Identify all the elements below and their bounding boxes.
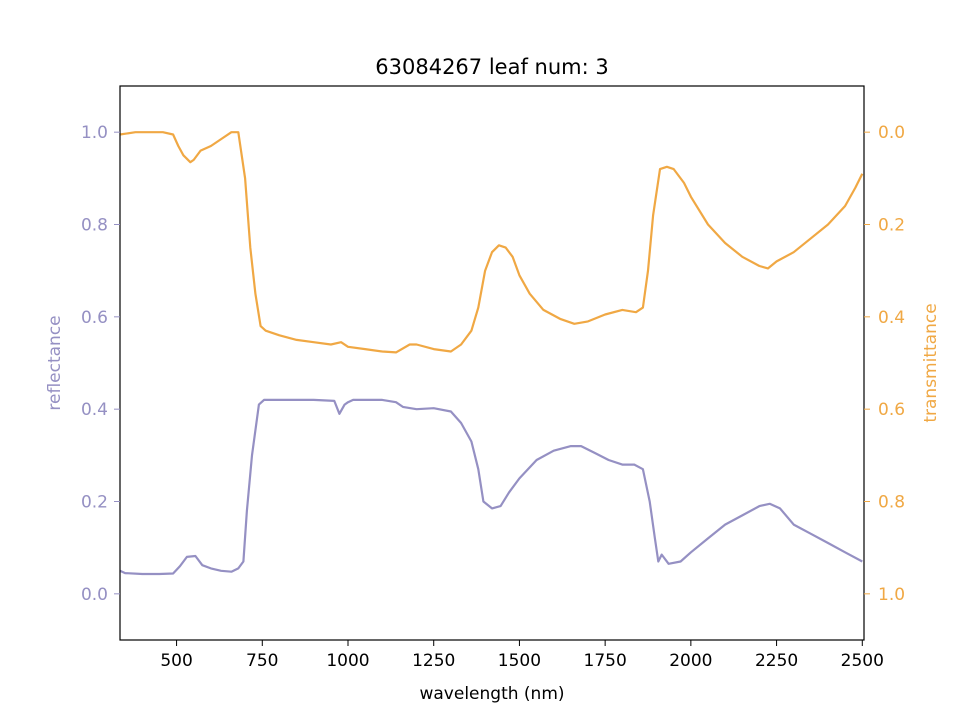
left-axis-label: reflectance — [45, 315, 65, 410]
x-tick-label: 2000 — [669, 651, 712, 671]
x-tick-label: 1750 — [584, 651, 627, 671]
reflectance-series-line — [119, 398, 863, 576]
left-axis-ticks: 0.0 0.2 0.4 0.6 0.8 1.0 — [81, 123, 120, 605]
x-axis-label: wavelength (nm) — [419, 684, 564, 704]
x-axis-ticks: 500 750 1000 1250 1500 1750 2000 2250 2500 — [160, 640, 884, 671]
right-tick-label: 0.2 — [878, 216, 905, 236]
x-tick-label: 750 — [246, 651, 278, 671]
left-tick-label: 0.6 — [81, 308, 108, 328]
right-tick-label: 0.0 — [878, 123, 905, 143]
right-tick-label: 0.4 — [878, 308, 905, 328]
left-tick-label: 0.8 — [81, 216, 108, 236]
x-tick-label: 1500 — [498, 651, 541, 671]
right-tick-label: 0.8 — [878, 493, 905, 513]
right-tick-label: 1.0 — [878, 585, 905, 605]
plot-frame — [119, 85, 865, 641]
x-tick-label: 1000 — [326, 651, 369, 671]
series-layer — [119, 131, 864, 576]
x-tick-label: 500 — [160, 651, 192, 671]
left-tick-label: 0.4 — [81, 400, 108, 420]
x-tick-label: 2500 — [841, 651, 884, 671]
x-tick-label: 2250 — [755, 651, 798, 671]
right-axis-ticks: 0.0 0.2 0.4 0.6 0.8 1.0 — [864, 123, 905, 605]
chart-title: 63084267 leaf num: 3 — [375, 55, 608, 79]
left-tick-label: 0.0 — [81, 585, 108, 605]
left-tick-label: 0.2 — [81, 493, 108, 513]
transmittance-series-line — [119, 131, 864, 354]
left-tick-label: 1.0 — [81, 123, 108, 143]
right-axis-label: transmittance — [921, 303, 941, 422]
x-tick-label: 1250 — [412, 651, 455, 671]
right-tick-label: 0.6 — [878, 400, 905, 420]
